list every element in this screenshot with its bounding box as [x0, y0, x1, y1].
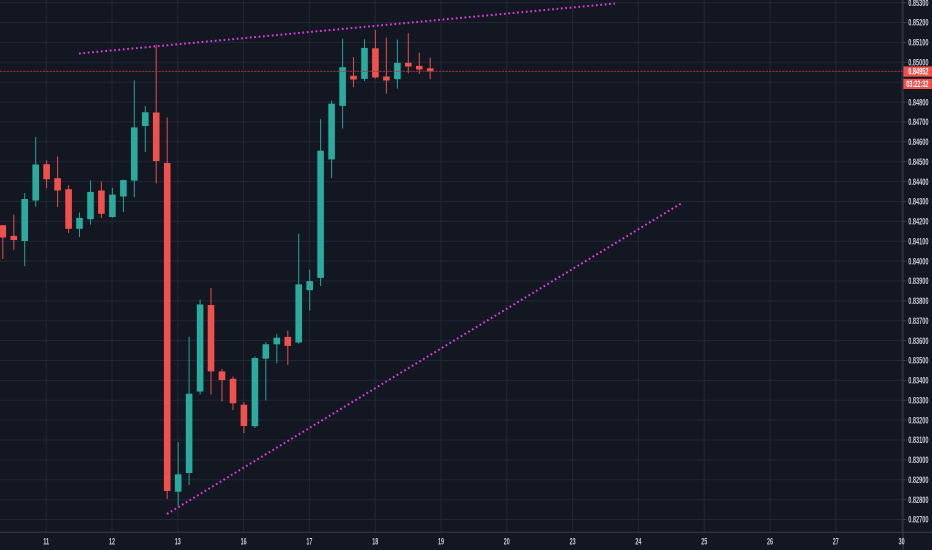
svg-text:16: 16 — [241, 537, 247, 547]
svg-text:0.83900: 0.83900 — [908, 276, 928, 286]
svg-text:0.83700: 0.83700 — [908, 316, 928, 326]
svg-text:0.84400: 0.84400 — [908, 177, 928, 187]
svg-text:0.84000: 0.84000 — [908, 256, 928, 266]
svg-text:0.84800: 0.84800 — [908, 97, 928, 107]
svg-text:0.85100: 0.85100 — [908, 38, 928, 48]
svg-text:18: 18 — [372, 537, 378, 547]
svg-text:0.83400: 0.83400 — [908, 376, 928, 386]
svg-text:12: 12 — [109, 537, 115, 547]
svg-text:0.84500: 0.84500 — [908, 157, 928, 167]
svg-text:0.84952: 0.84952 — [908, 67, 928, 77]
svg-text:03:22:32: 03:22:32 — [906, 79, 928, 89]
svg-text:25: 25 — [701, 537, 707, 547]
svg-text:0.85300: 0.85300 — [908, 0, 928, 8]
svg-text:17: 17 — [306, 537, 312, 547]
svg-text:0.84200: 0.84200 — [908, 217, 928, 227]
svg-text:0.85200: 0.85200 — [908, 18, 928, 28]
svg-text:27: 27 — [833, 537, 839, 547]
svg-text:0.83800: 0.83800 — [908, 296, 928, 306]
svg-text:0.83500: 0.83500 — [908, 356, 928, 366]
svg-text:0.83000: 0.83000 — [908, 455, 928, 465]
svg-text:0.84300: 0.84300 — [908, 197, 928, 207]
svg-text:0.83300: 0.83300 — [908, 396, 928, 406]
svg-text:0.84700: 0.84700 — [908, 117, 928, 127]
svg-text:11: 11 — [43, 537, 49, 547]
svg-text:26: 26 — [767, 537, 773, 547]
svg-text:0.83600: 0.83600 — [908, 336, 928, 346]
svg-text:24: 24 — [635, 537, 641, 547]
svg-text:19: 19 — [438, 537, 444, 547]
svg-text:0.82800: 0.82800 — [908, 495, 928, 505]
svg-text:0.82700: 0.82700 — [908, 515, 928, 525]
svg-text:0.82900: 0.82900 — [908, 475, 928, 485]
svg-text:13: 13 — [175, 537, 181, 547]
svg-text:0.83200: 0.83200 — [908, 415, 928, 425]
svg-text:0.84600: 0.84600 — [908, 137, 928, 147]
svg-text:23: 23 — [570, 537, 576, 547]
svg-text:0.85000: 0.85000 — [908, 58, 928, 68]
svg-text:30: 30 — [899, 537, 905, 547]
svg-text:0.84100: 0.84100 — [908, 236, 928, 246]
svg-text:0.83100: 0.83100 — [908, 435, 928, 445]
svg-text:20: 20 — [504, 537, 510, 547]
